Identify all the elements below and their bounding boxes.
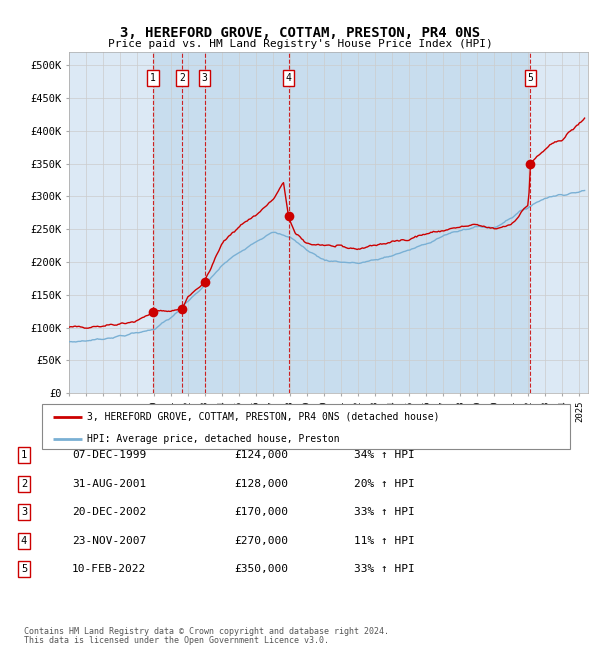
Text: 11% ↑ HPI: 11% ↑ HPI [354, 536, 415, 546]
Text: 1: 1 [150, 73, 155, 83]
Text: 5: 5 [21, 564, 27, 575]
Text: £128,000: £128,000 [234, 478, 288, 489]
FancyBboxPatch shape [42, 404, 570, 448]
Bar [153, 52, 182, 393]
Text: £350,000: £350,000 [234, 564, 288, 575]
Bar [182, 52, 205, 393]
Bar [205, 52, 289, 393]
Text: This data is licensed under the Open Government Licence v3.0.: This data is licensed under the Open Gov… [24, 636, 329, 645]
Text: 5: 5 [527, 73, 533, 83]
Text: 2: 2 [179, 73, 185, 83]
Text: HPI: Average price, detached house, Preston: HPI: Average price, detached house, Pres… [87, 434, 340, 444]
Text: 3, HEREFORD GROVE, COTTAM, PRESTON, PR4 0NS (detached house): 3, HEREFORD GROVE, COTTAM, PRESTON, PR4 … [87, 411, 439, 422]
Text: 2: 2 [21, 478, 27, 489]
Text: 10-FEB-2022: 10-FEB-2022 [72, 564, 146, 575]
Text: Contains HM Land Registry data © Crown copyright and database right 2024.: Contains HM Land Registry data © Crown c… [24, 627, 389, 636]
Text: 3: 3 [202, 73, 208, 83]
Text: 23-NOV-2007: 23-NOV-2007 [72, 536, 146, 546]
Text: 20-DEC-2002: 20-DEC-2002 [72, 507, 146, 517]
Text: £270,000: £270,000 [234, 536, 288, 546]
Text: 4: 4 [21, 536, 27, 546]
Text: 31-AUG-2001: 31-AUG-2001 [72, 478, 146, 489]
Text: 3, HEREFORD GROVE, COTTAM, PRESTON, PR4 0NS: 3, HEREFORD GROVE, COTTAM, PRESTON, PR4 … [120, 26, 480, 40]
Text: £124,000: £124,000 [234, 450, 288, 460]
Text: 07-DEC-1999: 07-DEC-1999 [72, 450, 146, 460]
Text: 20% ↑ HPI: 20% ↑ HPI [354, 478, 415, 489]
Text: 33% ↑ HPI: 33% ↑ HPI [354, 564, 415, 575]
Text: 1: 1 [21, 450, 27, 460]
Text: 34% ↑ HPI: 34% ↑ HPI [354, 450, 415, 460]
Bar [289, 52, 530, 393]
Text: 4: 4 [286, 73, 292, 83]
Text: Price paid vs. HM Land Registry's House Price Index (HPI): Price paid vs. HM Land Registry's House … [107, 39, 493, 49]
Text: 3: 3 [21, 507, 27, 517]
Text: £170,000: £170,000 [234, 507, 288, 517]
Text: 33% ↑ HPI: 33% ↑ HPI [354, 507, 415, 517]
